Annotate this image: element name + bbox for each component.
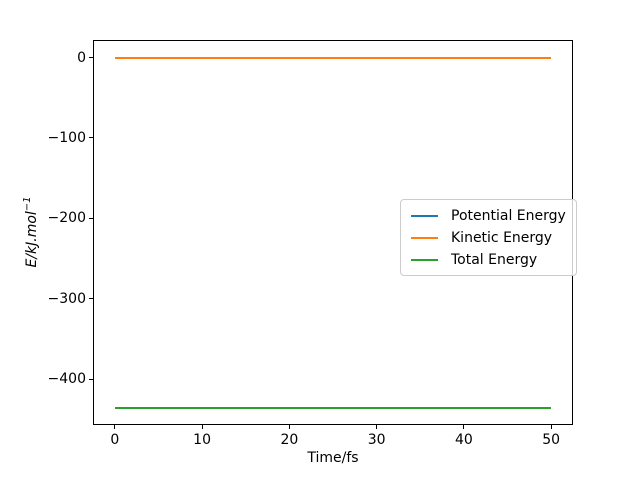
y-axis-label: E/kJ.mol−1 bbox=[22, 196, 40, 267]
legend-line-sample bbox=[411, 214, 438, 217]
x-tick-mark bbox=[550, 425, 552, 429]
x-tick-label: 50 bbox=[542, 432, 561, 448]
x-tick-mark bbox=[114, 425, 116, 429]
y-tick-label: −400 bbox=[47, 371, 86, 388]
y-axis-label-superscript: −1 bbox=[22, 196, 34, 212]
y-tick-label: 0 bbox=[77, 49, 86, 66]
x-axis-label: Time/fs bbox=[307, 450, 359, 466]
x-tick-label: 40 bbox=[454, 432, 473, 448]
x-tick-mark bbox=[288, 425, 290, 429]
y-tick-mark bbox=[89, 378, 93, 380]
legend-entry: Potential Energy bbox=[411, 207, 566, 224]
legend-entry-label: Potential Energy bbox=[451, 207, 566, 224]
x-tick-mark bbox=[376, 425, 378, 429]
x-tick-label: 10 bbox=[193, 432, 211, 448]
legend-entry: Total Energy bbox=[411, 251, 566, 268]
y-tick-mark bbox=[89, 217, 93, 219]
y-tick-mark bbox=[89, 298, 93, 300]
legend-line-sample bbox=[411, 258, 438, 261]
x-tick-label: 0 bbox=[110, 432, 120, 448]
legend-entry: Kinetic Energy bbox=[411, 229, 566, 246]
y-tick-label: −200 bbox=[47, 210, 86, 227]
y-tick-mark bbox=[89, 137, 93, 139]
y-tick-mark bbox=[89, 57, 93, 58]
series-line-total-energy bbox=[114, 406, 552, 409]
x-tick-label: 20 bbox=[280, 432, 299, 448]
legend: Potential Energy Kinetic Energy Total Ener… bbox=[400, 199, 577, 276]
legend-entry-label: Total Energy bbox=[451, 251, 538, 268]
x-tick-label: 30 bbox=[367, 432, 386, 448]
legend-entry-label: Kinetic Energy bbox=[451, 229, 553, 246]
series-line-kinetic-energy bbox=[114, 56, 552, 59]
y-tick-label: −300 bbox=[47, 290, 86, 307]
x-tick-mark bbox=[201, 425, 203, 429]
y-tick-label: −100 bbox=[47, 129, 86, 146]
legend-line-sample bbox=[411, 236, 438, 239]
x-tick-mark bbox=[463, 425, 465, 429]
